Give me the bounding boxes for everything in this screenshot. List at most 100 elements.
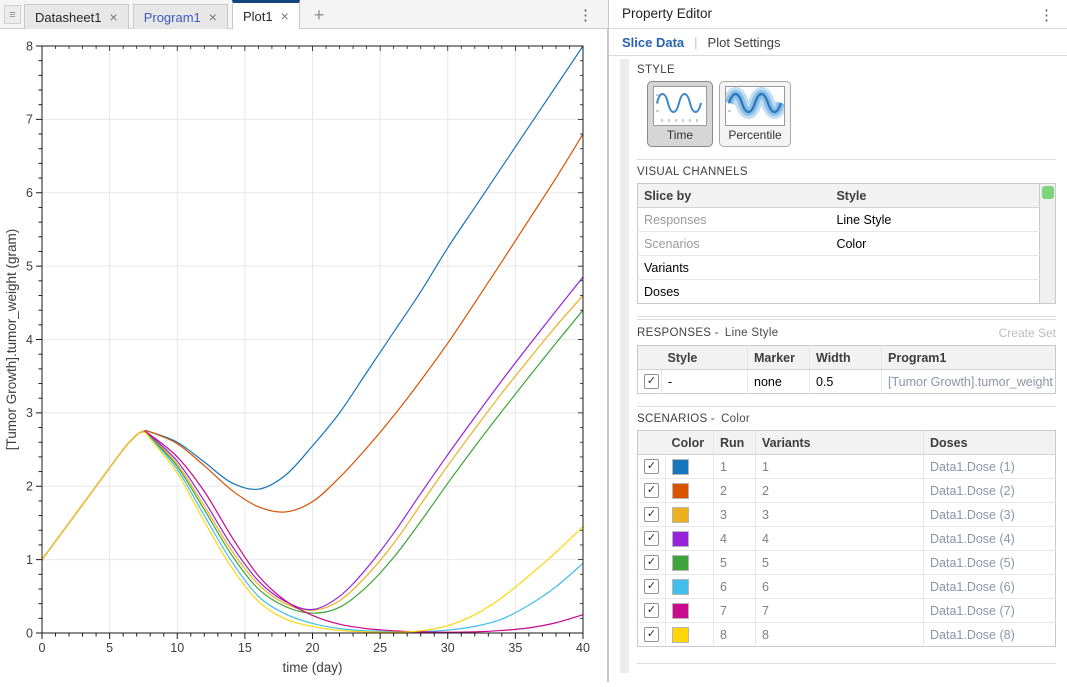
style-cell[interactable] [830,256,1039,280]
column-header-program1: Program1 [882,346,1056,370]
scenario-row[interactable]: ✓88Data1.Dose (8) [638,623,1056,647]
scenario-row[interactable]: ✓33Data1.Dose (3) [638,503,1056,527]
section-divider [637,316,1056,320]
close-icon[interactable]: × [209,10,217,24]
tab-slice-data[interactable]: Slice Data [622,35,684,50]
color-cell [666,455,714,479]
marker-cell[interactable]: none [748,370,810,394]
property-editor-menu-icon[interactable]: ⋮ [1035,6,1058,25]
svg-text:35: 35 [508,641,522,655]
document-tabbar: ≡ Datasheet1 × Program1 × Plot1 × + ⋮ [0,0,608,29]
run-cell: 2 [714,479,756,503]
color-swatch[interactable] [672,459,689,475]
color-swatch[interactable] [672,531,689,547]
run-cell: 1 [714,455,756,479]
responses-heading: RESPONSES - Line Style Create Set [637,326,1056,340]
row-checkbox[interactable]: ✓ [644,507,659,522]
row-checkbox[interactable]: ✓ [644,531,659,546]
run-cell: 6 [714,575,756,599]
style-cell[interactable]: Line Style [830,208,1039,232]
row-checkbox[interactable]: ✓ [644,459,659,474]
checkbox-cell: ✓ [638,551,666,575]
x-axis-label: time (day) [282,660,342,675]
tab-label: Datasheet1 [35,10,102,25]
svg-text:25: 25 [373,641,387,655]
time-plot-icon [653,86,707,126]
row-checkbox[interactable]: ✓ [644,603,659,618]
row-checkbox[interactable]: ✓ [644,483,659,498]
row-checkbox[interactable]: ✓ [644,374,659,389]
panel-grip-icon[interactable]: ≡ [4,5,21,24]
panel-gutter-scrollbar[interactable] [620,59,629,673]
width-cell[interactable]: 0.5 [810,370,882,394]
property-editor-title: Property Editor [622,6,712,21]
visual-channel-row[interactable]: ResponsesLine Style [638,208,1040,232]
slice-by-cell: Doses [638,280,831,304]
tab-program1[interactable]: Program1 × [133,4,228,29]
color-swatch[interactable] [672,483,689,499]
checkbox-cell: ✓ [638,623,666,647]
color-cell [666,599,714,623]
column-header-variants: Variants [756,431,924,455]
style-cell[interactable]: Color [830,232,1039,256]
y-axis-label: [Tumor Growth].tumor_weight (gram) [4,229,19,451]
scenarios-heading: SCENARIOS - Color [637,413,1056,425]
visual-channel-row[interactable]: ScenariosColor [638,232,1040,256]
tab-plot1[interactable]: Plot1 × [232,0,300,29]
visual-channel-row[interactable]: Variants [638,256,1040,280]
plot-area: 0510152025303540012345678time (day)[Tumo… [0,29,608,682]
column-header-width: Width [810,346,882,370]
column-header-check [638,346,662,370]
svg-text:2: 2 [26,480,33,494]
svg-text:8: 8 [26,39,33,53]
scenario-row[interactable]: ✓11Data1.Dose (1) [638,455,1056,479]
tumor-weight-plot[interactable]: 0510152025303540012345678time (day)[Tumo… [0,29,608,682]
color-swatch[interactable] [672,507,689,523]
checkbox-cell: ✓ [638,575,666,599]
row-checkbox[interactable]: ✓ [644,627,659,642]
new-tab-button[interactable]: + [310,6,329,24]
color-swatch[interactable] [672,603,689,619]
scenario-row[interactable]: ✓44Data1.Dose (4) [638,527,1056,551]
scenarios-table: Color Run Variants Doses ✓11Data1.Dose (… [637,430,1056,647]
channel-scroll-strip[interactable] [1040,183,1056,304]
create-set-button[interactable]: Create Set [999,326,1056,340]
scenario-row[interactable]: ✓77Data1.Dose (7) [638,599,1056,623]
percentile-style-button[interactable]: Percentile [719,81,791,147]
color-cell [666,575,714,599]
svg-text:5: 5 [106,641,113,655]
line-style-cell[interactable]: - [662,370,748,394]
color-swatch[interactable] [672,555,689,571]
visual-channels-body: ResponsesLine StyleScenariosColorVariant… [638,208,1040,304]
svg-text:15: 15 [238,641,252,655]
time-style-label: Time [648,128,712,142]
scenario-row[interactable]: ✓66Data1.Dose (6) [638,575,1056,599]
color-swatch[interactable] [672,627,689,643]
row-checkbox[interactable]: ✓ [644,555,659,570]
response-row[interactable]: ✓-none0.5[Tumor Growth].tumor_weight [638,370,1056,394]
tab-plot-settings[interactable]: Plot Settings [708,35,781,50]
variants-cell: 5 [756,551,924,575]
color-cell [666,527,714,551]
visual-channels-table-wrap: Slice by Style ResponsesLine StyleScenar… [637,183,1056,304]
close-icon[interactable]: × [110,10,118,24]
time-style-button[interactable]: Time [647,81,713,147]
scenario-row[interactable]: ✓22Data1.Dose (2) [638,479,1056,503]
tab-overflow-menu-icon[interactable]: ⋮ [574,6,597,25]
scenario-row[interactable]: ✓55Data1.Dose (5) [638,551,1056,575]
visual-channel-row[interactable]: Doses [638,280,1040,304]
checkbox-cell: ✓ [638,479,666,503]
tab-datasheet1[interactable]: Datasheet1 × [24,4,129,29]
figure-pane: ≡ Datasheet1 × Program1 × Plot1 × + ⋮ 05… [0,0,608,682]
visual-channels-table: Slice by Style ResponsesLine StyleScenar… [637,183,1040,304]
svg-text:1: 1 [26,553,33,567]
variants-cell: 3 [756,503,924,527]
close-icon[interactable]: × [281,9,289,23]
color-cell [666,623,714,647]
svg-text:4: 4 [26,333,33,347]
style-cell[interactable] [830,280,1039,304]
color-swatch[interactable] [672,579,689,595]
run-cell: 3 [714,503,756,527]
tab-label: Program1 [144,10,201,25]
row-checkbox[interactable]: ✓ [644,579,659,594]
